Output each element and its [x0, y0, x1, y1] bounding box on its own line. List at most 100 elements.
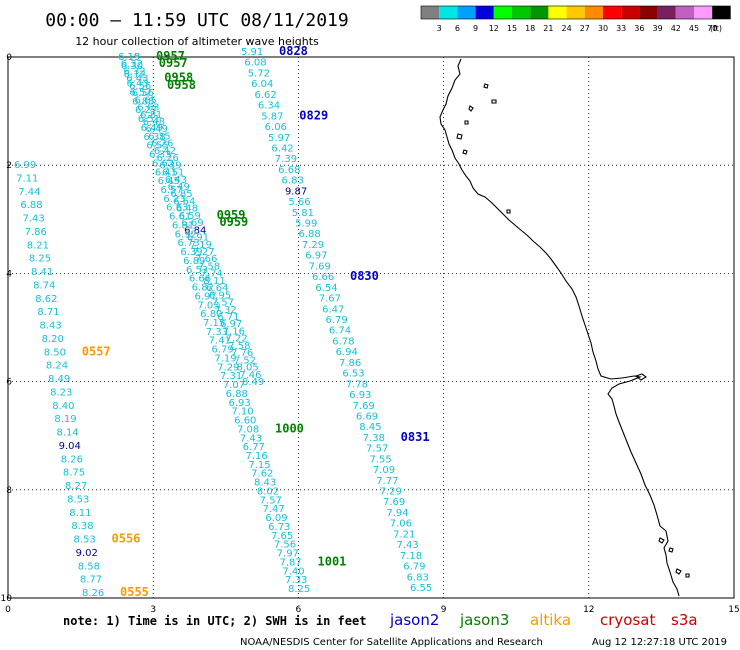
island-2: [491, 99, 497, 104]
wave-height-value: 8.02: [257, 486, 279, 497]
wave-height-value: 7.16: [223, 326, 245, 337]
color-scale-label: 42: [671, 24, 681, 33]
wave-height-value: 6.66: [189, 274, 211, 285]
wave-height-value: 9.87: [285, 186, 307, 197]
wave-height-value: 6.56: [129, 81, 151, 92]
wave-height-value: 6.51: [162, 168, 184, 179]
footer-credit: NOAA/NESDIS Center for Satellite Applica…: [240, 637, 543, 648]
pass-time-label: 0958: [167, 78, 196, 92]
pass-time-label: 0957: [159, 56, 188, 70]
wave-height-value: 6.04: [251, 79, 273, 90]
color-swatch: [621, 6, 640, 19]
wave-height-value: 6.88: [20, 200, 42, 211]
wave-height-color-scale: 3 6 9 12 15 18 21 24 27 30 33 36 39 42 45 70: [420, 5, 731, 33]
wave-height-value: 7.21: [393, 529, 415, 540]
x-tick-label: 9: [441, 605, 447, 615]
wave-height-value: 6.65: [135, 95, 157, 106]
x-tick-label: 6: [296, 605, 302, 615]
wave-height-value: 7.19: [190, 240, 212, 251]
wave-height-value: 6.55: [146, 141, 168, 152]
wave-height-value: 7.32: [214, 305, 236, 316]
wave-height-value: 6.47: [322, 304, 344, 315]
pass-time-label: 0830: [350, 269, 379, 283]
grid-lines: [8, 57, 734, 598]
wave-height-value: 6.34: [258, 101, 280, 112]
legend-entry-cryosat: cryosat: [600, 611, 655, 629]
wave-height-value: 6.59: [179, 211, 201, 222]
wave-height-value: 7.38: [363, 433, 385, 444]
wave-height-value: 7.58: [228, 341, 250, 352]
legend-entry-altika: altika: [530, 611, 571, 629]
wave-height-value: 7.86: [25, 227, 47, 238]
pass-time-label: 0957: [156, 49, 185, 63]
wave-height-value: 6.93: [349, 390, 371, 401]
wave-height-value: 7.78: [346, 379, 368, 390]
wave-height-value: 8.43: [40, 321, 62, 332]
pass-time-label: 0959: [219, 215, 248, 229]
wave-height-value: 6.43: [126, 74, 148, 85]
pass-time-label: 0556: [112, 532, 141, 546]
wave-height-value: 6.43: [127, 79, 149, 90]
pass-time-label: 0828: [279, 44, 308, 58]
wave-height-value: 6.42: [271, 143, 293, 154]
wave-height-value: 8.58: [78, 561, 100, 572]
wave-height-value: 8.53: [67, 494, 89, 505]
coastline-headland: [634, 373, 647, 381]
color-scale-label: 21: [543, 24, 553, 33]
island-1: [483, 83, 489, 89]
wave-height-value: 6.49: [146, 124, 168, 135]
wave-height-value: 6.23: [163, 194, 185, 205]
wave-height-value: 6.78: [332, 336, 354, 347]
wave-height-value: 8.53: [74, 535, 96, 546]
wave-height-value: 8.41: [31, 267, 53, 278]
y-tick-label: 4: [6, 269, 12, 279]
island-11: [685, 573, 690, 578]
wave-height-value: 8.20: [42, 334, 64, 345]
x-tick-label: 3: [150, 605, 156, 615]
color-scale-label: 39: [653, 24, 663, 33]
color-scale-label: 3: [437, 24, 442, 33]
wave-height-value: 6.32: [124, 66, 146, 77]
altimeter-track: 6.99 7.11 7.44 6.88 7.43 7.86 8.21 8.25 8.41 8.74…: [14, 160, 149, 599]
wave-height-value: 6.84: [184, 225, 206, 236]
island-10: [675, 568, 682, 575]
wave-height-value: 8.45: [359, 422, 381, 433]
wave-height-value: 8.26: [61, 454, 83, 465]
wave-height-value: 7.40: [282, 566, 304, 577]
color-swatch: [475, 6, 494, 19]
wave-height-value: 6.85: [170, 189, 192, 200]
wave-height-value: 8.49: [242, 377, 264, 388]
wave-height-value: 7.41: [209, 336, 231, 347]
altimeter-track: 6.156.306.126.436.526.886.276.516.496.38…: [118, 52, 346, 595]
wave-height-value: 7.52: [234, 355, 256, 366]
wave-height-value: 7.07: [223, 380, 245, 391]
wave-height-value: 7.47: [263, 504, 285, 515]
wave-height-value: 6.97: [305, 251, 327, 262]
wave-height-value: 7.86: [339, 358, 361, 369]
wave-height-value: 8.77: [80, 575, 102, 586]
wave-height-value: 7.22: [225, 334, 247, 345]
wave-height-value: 6.68: [278, 165, 300, 176]
wave-height-value: 7.43: [240, 433, 262, 444]
wave-height-value: 6.43: [165, 175, 187, 186]
color-swatch: [512, 6, 531, 19]
color-swatch: [584, 6, 603, 19]
wave-height-value: 6.38: [144, 132, 166, 143]
wave-height-value: 6.12: [124, 70, 146, 81]
color-scale-label: 9: [473, 24, 478, 33]
wave-height-value: 7.55: [369, 454, 391, 465]
color-swatch: [566, 6, 585, 19]
wave-height-value: 6.83: [407, 572, 429, 583]
wave-height-value: 7.29: [217, 362, 239, 373]
footer-timestamp: Aug 12 12:27:18 UTC 2019: [592, 637, 727, 648]
wave-height-value: 6.73: [178, 238, 200, 249]
wave-height-value: 6.62: [255, 90, 277, 101]
wave-height-value: 7.67: [319, 294, 341, 305]
wave-height-value: 6.19: [118, 52, 140, 63]
wave-height-value: 7.18: [400, 551, 422, 562]
wave-height-value: 6.52: [129, 87, 151, 98]
wave-height-value: 6.49: [168, 182, 190, 193]
map-subtitle: 12 hour collection of altimeter wave hei…: [75, 35, 319, 48]
altimeter-track: 5.916.085.726.046.626.345.876.065.976.42…: [241, 44, 432, 594]
